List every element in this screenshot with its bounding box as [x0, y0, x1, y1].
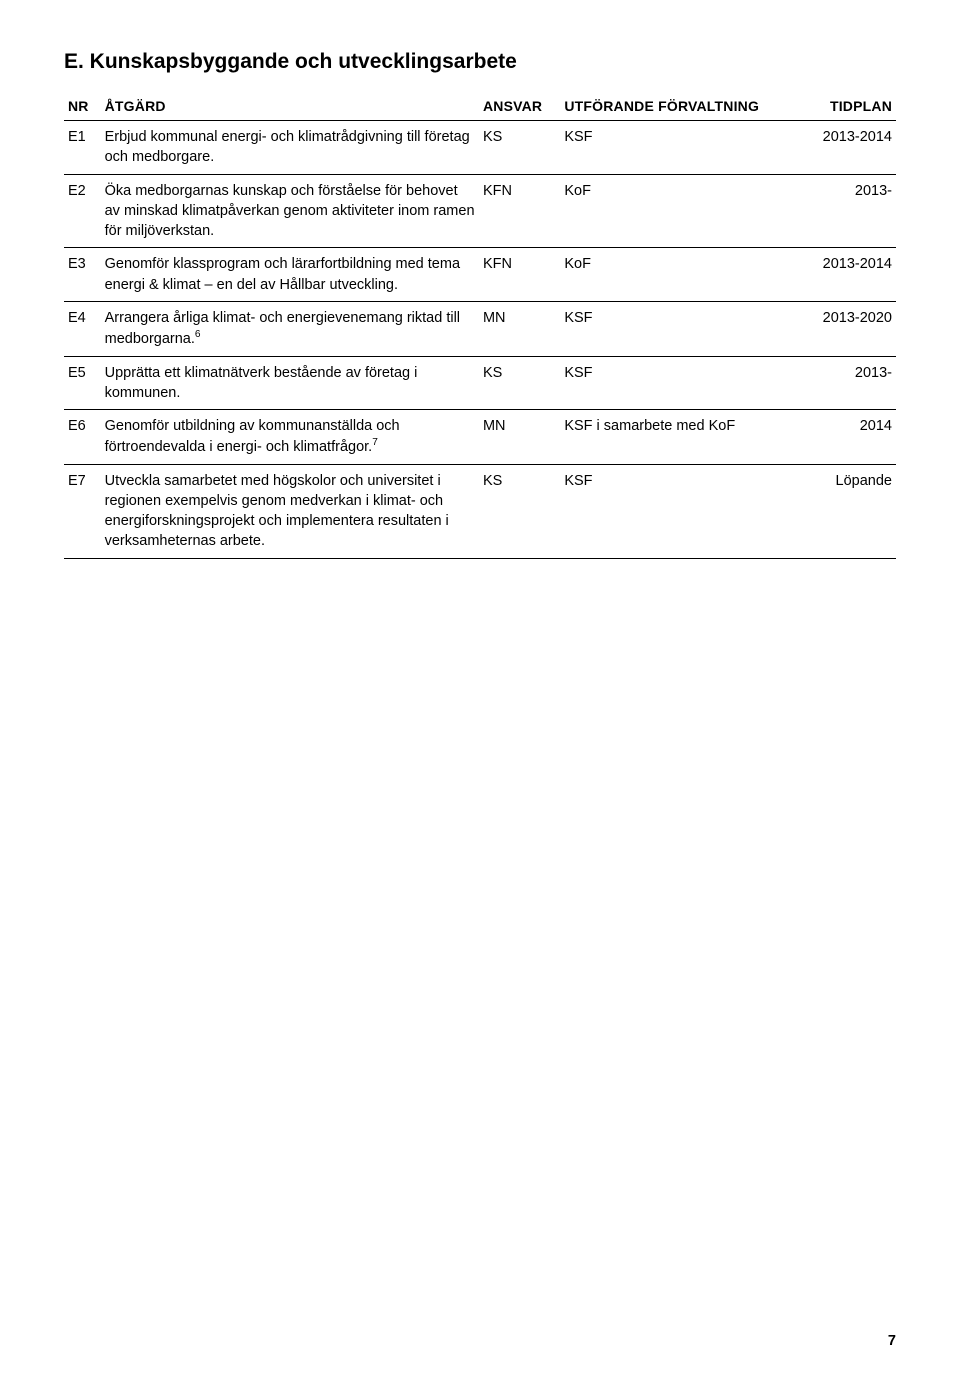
- atgard-text: Genomför utbildning av kommunanställda o…: [105, 418, 400, 455]
- cell-utforande: KSF: [560, 356, 794, 410]
- cell-tidplan: 2013-: [794, 356, 896, 410]
- col-header-tidplan: TIDPLAN: [794, 92, 896, 121]
- table-row: E2 Öka medborgarnas kunskap och förståel…: [64, 174, 896, 248]
- cell-ansvar: KS: [479, 356, 560, 410]
- section-heading: E. Kunskapsbyggande och utvecklingsarbet…: [64, 50, 896, 74]
- cell-ansvar: KFN: [479, 174, 560, 248]
- table-row: E1 Erbjud kommunal energi- och klimatråd…: [64, 121, 896, 175]
- col-header-atgard: ÅTGÄRD: [101, 92, 479, 121]
- table-header-row: NR ÅTGÄRD ANSVAR UTFÖRANDE FÖRVALTNING T…: [64, 92, 896, 121]
- cell-nr: E4: [64, 302, 101, 356]
- atgard-text: Arrangera årliga klimat- och energievene…: [105, 310, 460, 347]
- cell-nr: E6: [64, 410, 101, 464]
- cell-ansvar: MN: [479, 302, 560, 356]
- cell-utforande: KoF: [560, 248, 794, 302]
- cell-ansvar: MN: [479, 410, 560, 464]
- cell-utforande: KSF: [560, 302, 794, 356]
- col-header-utforande: UTFÖRANDE FÖRVALTNING: [560, 92, 794, 121]
- cell-nr: E7: [64, 464, 101, 558]
- cell-nr: E2: [64, 174, 101, 248]
- page-number: 7: [888, 1333, 896, 1349]
- cell-ansvar: KS: [479, 464, 560, 558]
- cell-tidplan: 2014: [794, 410, 896, 464]
- cell-ansvar: KS: [479, 121, 560, 175]
- footnote-ref: 7: [372, 437, 378, 448]
- cell-tidplan: Löpande: [794, 464, 896, 558]
- cell-utforande: KoF: [560, 174, 794, 248]
- cell-atgard: Upprätta ett klimatnätverk bestående av …: [101, 356, 479, 410]
- cell-atgard: Genomför utbildning av kommunanställda o…: [101, 410, 479, 464]
- cell-nr: E1: [64, 121, 101, 175]
- table-row: E4 Arrangera årliga klimat- och energiev…: [64, 302, 896, 356]
- cell-utforande: KSF i samarbete med KoF: [560, 410, 794, 464]
- cell-tidplan: 2013-2014: [794, 248, 896, 302]
- cell-atgard: Erbjud kommunal energi- och klimatrådgiv…: [101, 121, 479, 175]
- action-table: NR ÅTGÄRD ANSVAR UTFÖRANDE FÖRVALTNING T…: [64, 92, 896, 559]
- cell-atgard: Utveckla samarbetet med högskolor och un…: [101, 464, 479, 558]
- cell-utforande: KSF: [560, 121, 794, 175]
- col-header-ansvar: ANSVAR: [479, 92, 560, 121]
- cell-tidplan: 2013-2020: [794, 302, 896, 356]
- table-row: E7 Utveckla samarbetet med högskolor och…: [64, 464, 896, 558]
- cell-nr: E5: [64, 356, 101, 410]
- cell-atgard: Arrangera årliga klimat- och energievene…: [101, 302, 479, 356]
- cell-atgard: Genomför klassprogram och lärarfortbildn…: [101, 248, 479, 302]
- footnote-ref: 6: [195, 329, 201, 340]
- cell-tidplan: 2013-2014: [794, 121, 896, 175]
- col-header-nr: NR: [64, 92, 101, 121]
- table-row: E3 Genomför klassprogram och lärarfortbi…: [64, 248, 896, 302]
- cell-ansvar: KFN: [479, 248, 560, 302]
- cell-nr: E3: [64, 248, 101, 302]
- cell-tidplan: 2013-: [794, 174, 896, 248]
- table-row: E5 Upprätta ett klimatnätverk bestående …: [64, 356, 896, 410]
- table-row: E6 Genomför utbildning av kommunanställd…: [64, 410, 896, 464]
- cell-utforande: KSF: [560, 464, 794, 558]
- cell-atgard: Öka medborgarnas kunskap och förståelse …: [101, 174, 479, 248]
